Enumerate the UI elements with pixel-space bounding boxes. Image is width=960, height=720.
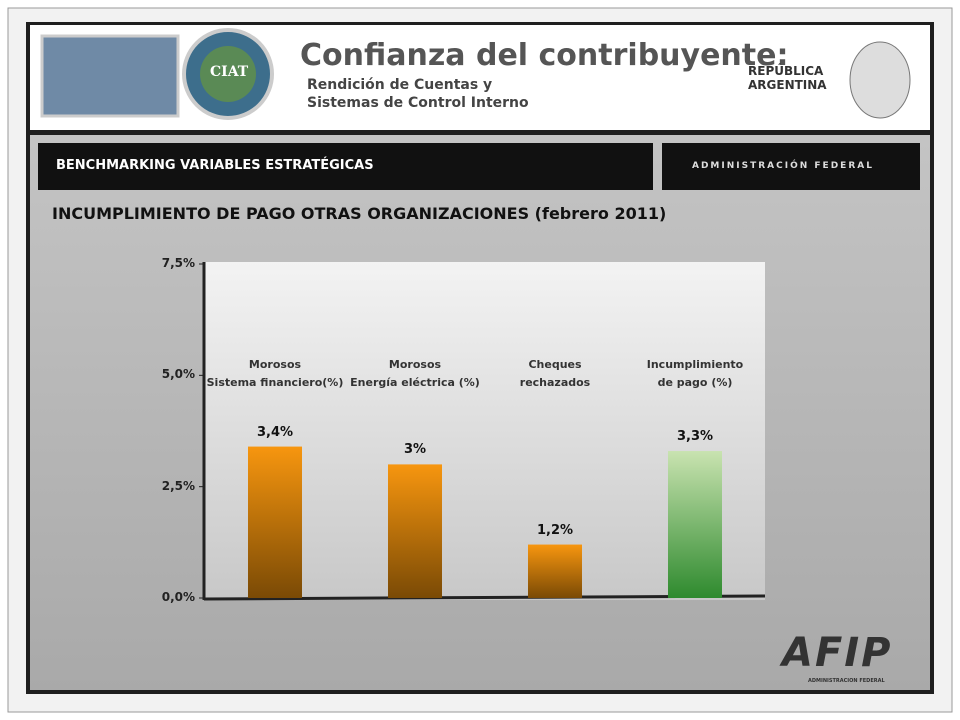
category-label: Morosos Sistema financiero(%) bbox=[206, 358, 344, 389]
ciat-inner bbox=[200, 46, 256, 102]
bar bbox=[388, 464, 442, 598]
banner-right bbox=[662, 143, 920, 190]
afip-sub: ADMINISTRACION FEDERAL bbox=[808, 678, 885, 684]
photo bbox=[40, 34, 180, 118]
banner-brand: ADMINISTRACIÓN FEDERAL bbox=[692, 161, 874, 171]
chart-title: INCUMPLIMIENTO DE PAGO OTRAS ORGANIZACIO… bbox=[52, 204, 667, 223]
afip-logo: AFIP bbox=[782, 630, 893, 676]
category-label: Incumplimiento de pago (%) bbox=[646, 358, 744, 389]
y-tick-label: 0,0% bbox=[161, 590, 195, 604]
category-label: Cheques rechazados bbox=[519, 358, 591, 389]
bar bbox=[248, 446, 302, 598]
category-label: Morosos Energía eléctrica (%) bbox=[350, 358, 480, 389]
country: REPÚBLICA ARGENTINA bbox=[748, 64, 827, 92]
subtitle: Rendición de Cuentas y Sistemas de Contr… bbox=[307, 77, 529, 111]
value-label: 3,3% bbox=[676, 429, 714, 445]
value-label: 1,2% bbox=[536, 522, 574, 538]
banner-title: BENCHMARKING VARIABLES ESTRATÉGICAS bbox=[56, 158, 374, 173]
y-tick-label: 2,5% bbox=[161, 478, 195, 493]
y-tick-label: 7,5% bbox=[161, 256, 195, 270]
value-label: 3% bbox=[403, 442, 427, 458]
banner bbox=[38, 143, 653, 190]
title: Confianza del contribuyente: bbox=[300, 38, 789, 73]
value-label: 3,4% bbox=[256, 424, 294, 440]
y-tick-label: 5,0% bbox=[161, 367, 195, 382]
header-bg bbox=[30, 25, 930, 130]
bar bbox=[528, 544, 582, 598]
coat-of-arms bbox=[849, 41, 911, 119]
logo-text: CIAT bbox=[210, 64, 249, 80]
bar bbox=[668, 451, 722, 598]
